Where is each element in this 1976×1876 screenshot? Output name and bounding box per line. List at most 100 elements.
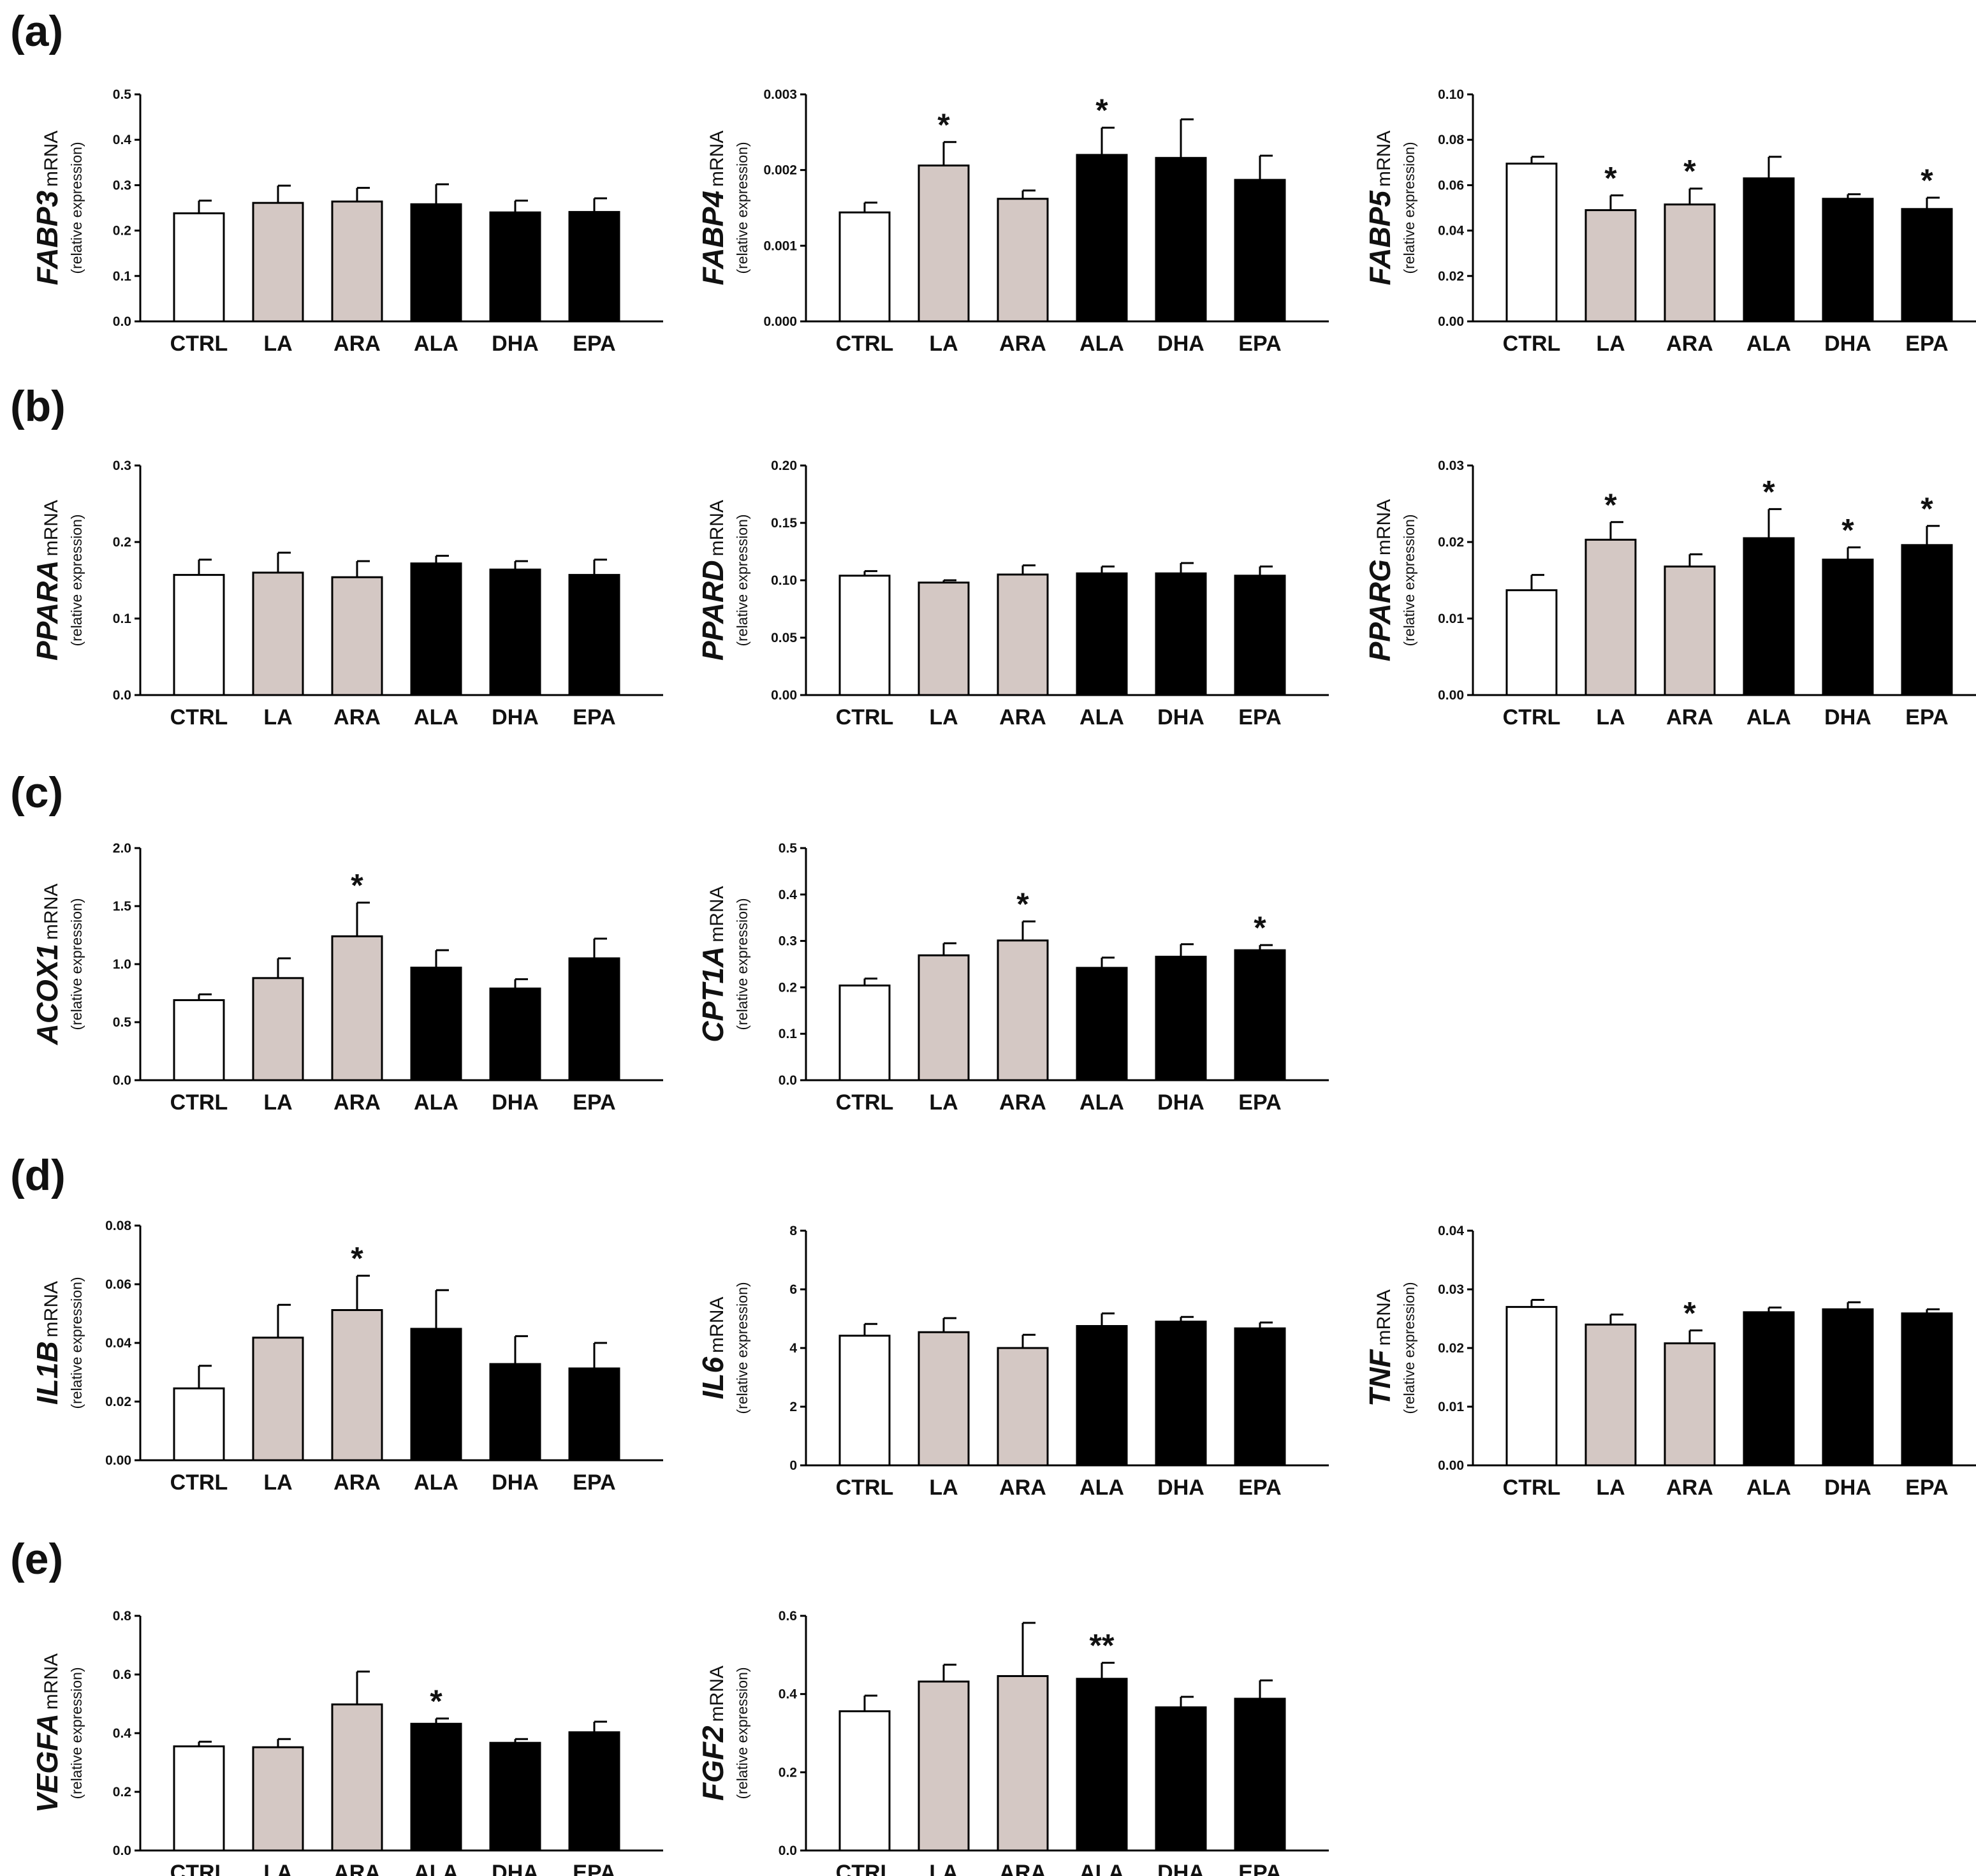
y-axis-title: IL6 mRNA (696, 1297, 729, 1400)
x-tick-label: ALA (1079, 1476, 1124, 1500)
y-tick-label: 0.02 (105, 1395, 131, 1409)
bar-dha (489, 1363, 541, 1462)
y-tick-label: 0.00 (105, 1453, 131, 1468)
bar-epa (568, 1367, 620, 1462)
bar-la (252, 202, 304, 323)
y-tick-label: 2 (789, 1400, 797, 1414)
y-tick-label: 0.00 (1438, 314, 1464, 329)
bar-ctrl (838, 575, 891, 696)
y-tick-label: 0.00 (1438, 688, 1464, 703)
y-axis-title: VEGFA mRNA (31, 1653, 64, 1813)
bar-epa (1234, 1697, 1286, 1852)
unit-label: mRNA (706, 886, 728, 942)
bar-la (918, 582, 970, 696)
bar-ara (997, 573, 1049, 696)
bar-epa (1901, 208, 1953, 323)
bar-ala (1743, 537, 1795, 696)
y-tick-label: 0.05 (771, 631, 797, 645)
x-tick-label: CTRL (836, 332, 894, 356)
y-tick-label: 0.20 (771, 458, 797, 473)
x-tick-label: DHA (492, 1861, 539, 1876)
bar-dha (489, 1741, 541, 1852)
bar-epa (1901, 1312, 1953, 1467)
x-tick-label: LA (929, 332, 958, 356)
x-tick-label: DHA (1157, 1861, 1204, 1876)
gene-name: FABP3 (31, 191, 64, 286)
x-tick-label: ARA (333, 332, 381, 356)
x-tick-label: ARA (999, 1861, 1046, 1876)
y-tick-label: 0.2 (113, 1785, 131, 1799)
x-tick-label: ALA (1746, 332, 1791, 356)
x-tick-label: CTRL (1503, 705, 1561, 729)
unit-label: mRNA (706, 500, 728, 556)
bar-epa (568, 210, 620, 323)
y-axis-subtitle: (relative expression) (1401, 142, 1417, 274)
bar-ctrl (173, 999, 225, 1081)
x-tick-label: LA (263, 1470, 292, 1495)
bar-ctrl (838, 984, 891, 1081)
x-tick-label: EPA (573, 705, 615, 729)
chart-ppard: 0.00 0.05 0.10 0.15 0.20 PPARD mRNA (relative e… (696, 458, 1329, 729)
unit-label: mRNA (41, 884, 62, 940)
y-tick-label: 6 (789, 1282, 797, 1297)
x-tick-label: ARA (999, 1090, 1046, 1115)
bar-dha (1822, 559, 1874, 696)
significance-mark: * (1683, 154, 1696, 189)
y-tick-label: 0.1 (779, 1027, 798, 1041)
bar-ctrl (838, 1335, 891, 1467)
bar-ctrl (1505, 1306, 1558, 1467)
y-axis-subtitle: (relative expression) (1401, 1282, 1417, 1414)
bar-ara (997, 939, 1049, 1081)
y-axis-subtitle: (relative expression) (734, 142, 750, 274)
bar-ala (410, 562, 462, 696)
x-tick-label: ALA (414, 1090, 458, 1115)
y-tick-label: 0.002 (763, 163, 797, 178)
y-tick-label: 0.08 (105, 1219, 131, 1233)
bar-la (252, 1337, 304, 1462)
x-tick-label: ARA (999, 332, 1046, 356)
y-tick-label: 0.1 (113, 269, 132, 284)
chart-acox1: 0.0 0.5 1.0 1.5 2.0 ACOX1 mRNA (relative expres… (31, 841, 663, 1115)
x-tick-label: DHA (492, 705, 539, 729)
x-tick-label: EPA (1905, 705, 1948, 729)
x-tick-label: ALA (414, 705, 458, 729)
y-tick-label: 0.6 (779, 1609, 797, 1623)
y-tick-label: 0.5 (113, 87, 132, 102)
unit-label: mRNA (41, 131, 62, 187)
y-axis-title: CPT1A mRNA (696, 886, 729, 1042)
x-tick-label: DHA (492, 1090, 539, 1115)
bar-ala (1743, 177, 1795, 323)
y-tick-label: 0.02 (1438, 1341, 1464, 1356)
y-tick-label: 2.0 (113, 841, 131, 856)
x-tick-label: LA (263, 705, 292, 729)
significance-mark: * (1254, 910, 1266, 946)
x-tick-label: DHA (1157, 1090, 1204, 1115)
unit-label: mRNA (41, 1653, 62, 1710)
x-tick-label: ARA (1666, 332, 1713, 356)
bar-ara (1664, 1342, 1716, 1467)
y-axis-subtitle: (relative expression) (68, 1277, 85, 1409)
bar-epa (568, 574, 620, 696)
chart-fabp5: 0.00 0.02 0.04 0.06 0.08 0.10 FABP5 mRNA (relati… (1363, 87, 1976, 356)
chart-fgf2: 0.0 0.2 0.4 0.6 FGF2 mRNA (relative expression… (696, 1609, 1329, 1876)
y-tick-label: 0.01 (1438, 612, 1464, 626)
x-tick-label: EPA (573, 1090, 615, 1115)
x-tick-label: ARA (1666, 705, 1713, 729)
significance-mark: * (1921, 163, 1933, 198)
y-tick-label: 0.0 (113, 688, 131, 703)
bar-ctrl (173, 574, 225, 696)
bar-ala (410, 1722, 462, 1852)
bar-ctrl (173, 1387, 225, 1462)
bar-la (252, 977, 304, 1081)
x-tick-label: CTRL (170, 1090, 228, 1115)
gene-name: ACOX1 (31, 944, 64, 1045)
y-axis-title: FABP3 mRNA (31, 131, 64, 286)
unit-label: mRNA (1373, 499, 1394, 555)
bar-la (918, 1680, 970, 1852)
x-tick-label: ARA (1666, 1476, 1713, 1500)
panel-label-e: (e) (10, 1535, 63, 1583)
bar-ala (410, 203, 462, 323)
gene-name: FGF2 (696, 1726, 729, 1801)
unit-label: mRNA (1373, 1289, 1394, 1345)
